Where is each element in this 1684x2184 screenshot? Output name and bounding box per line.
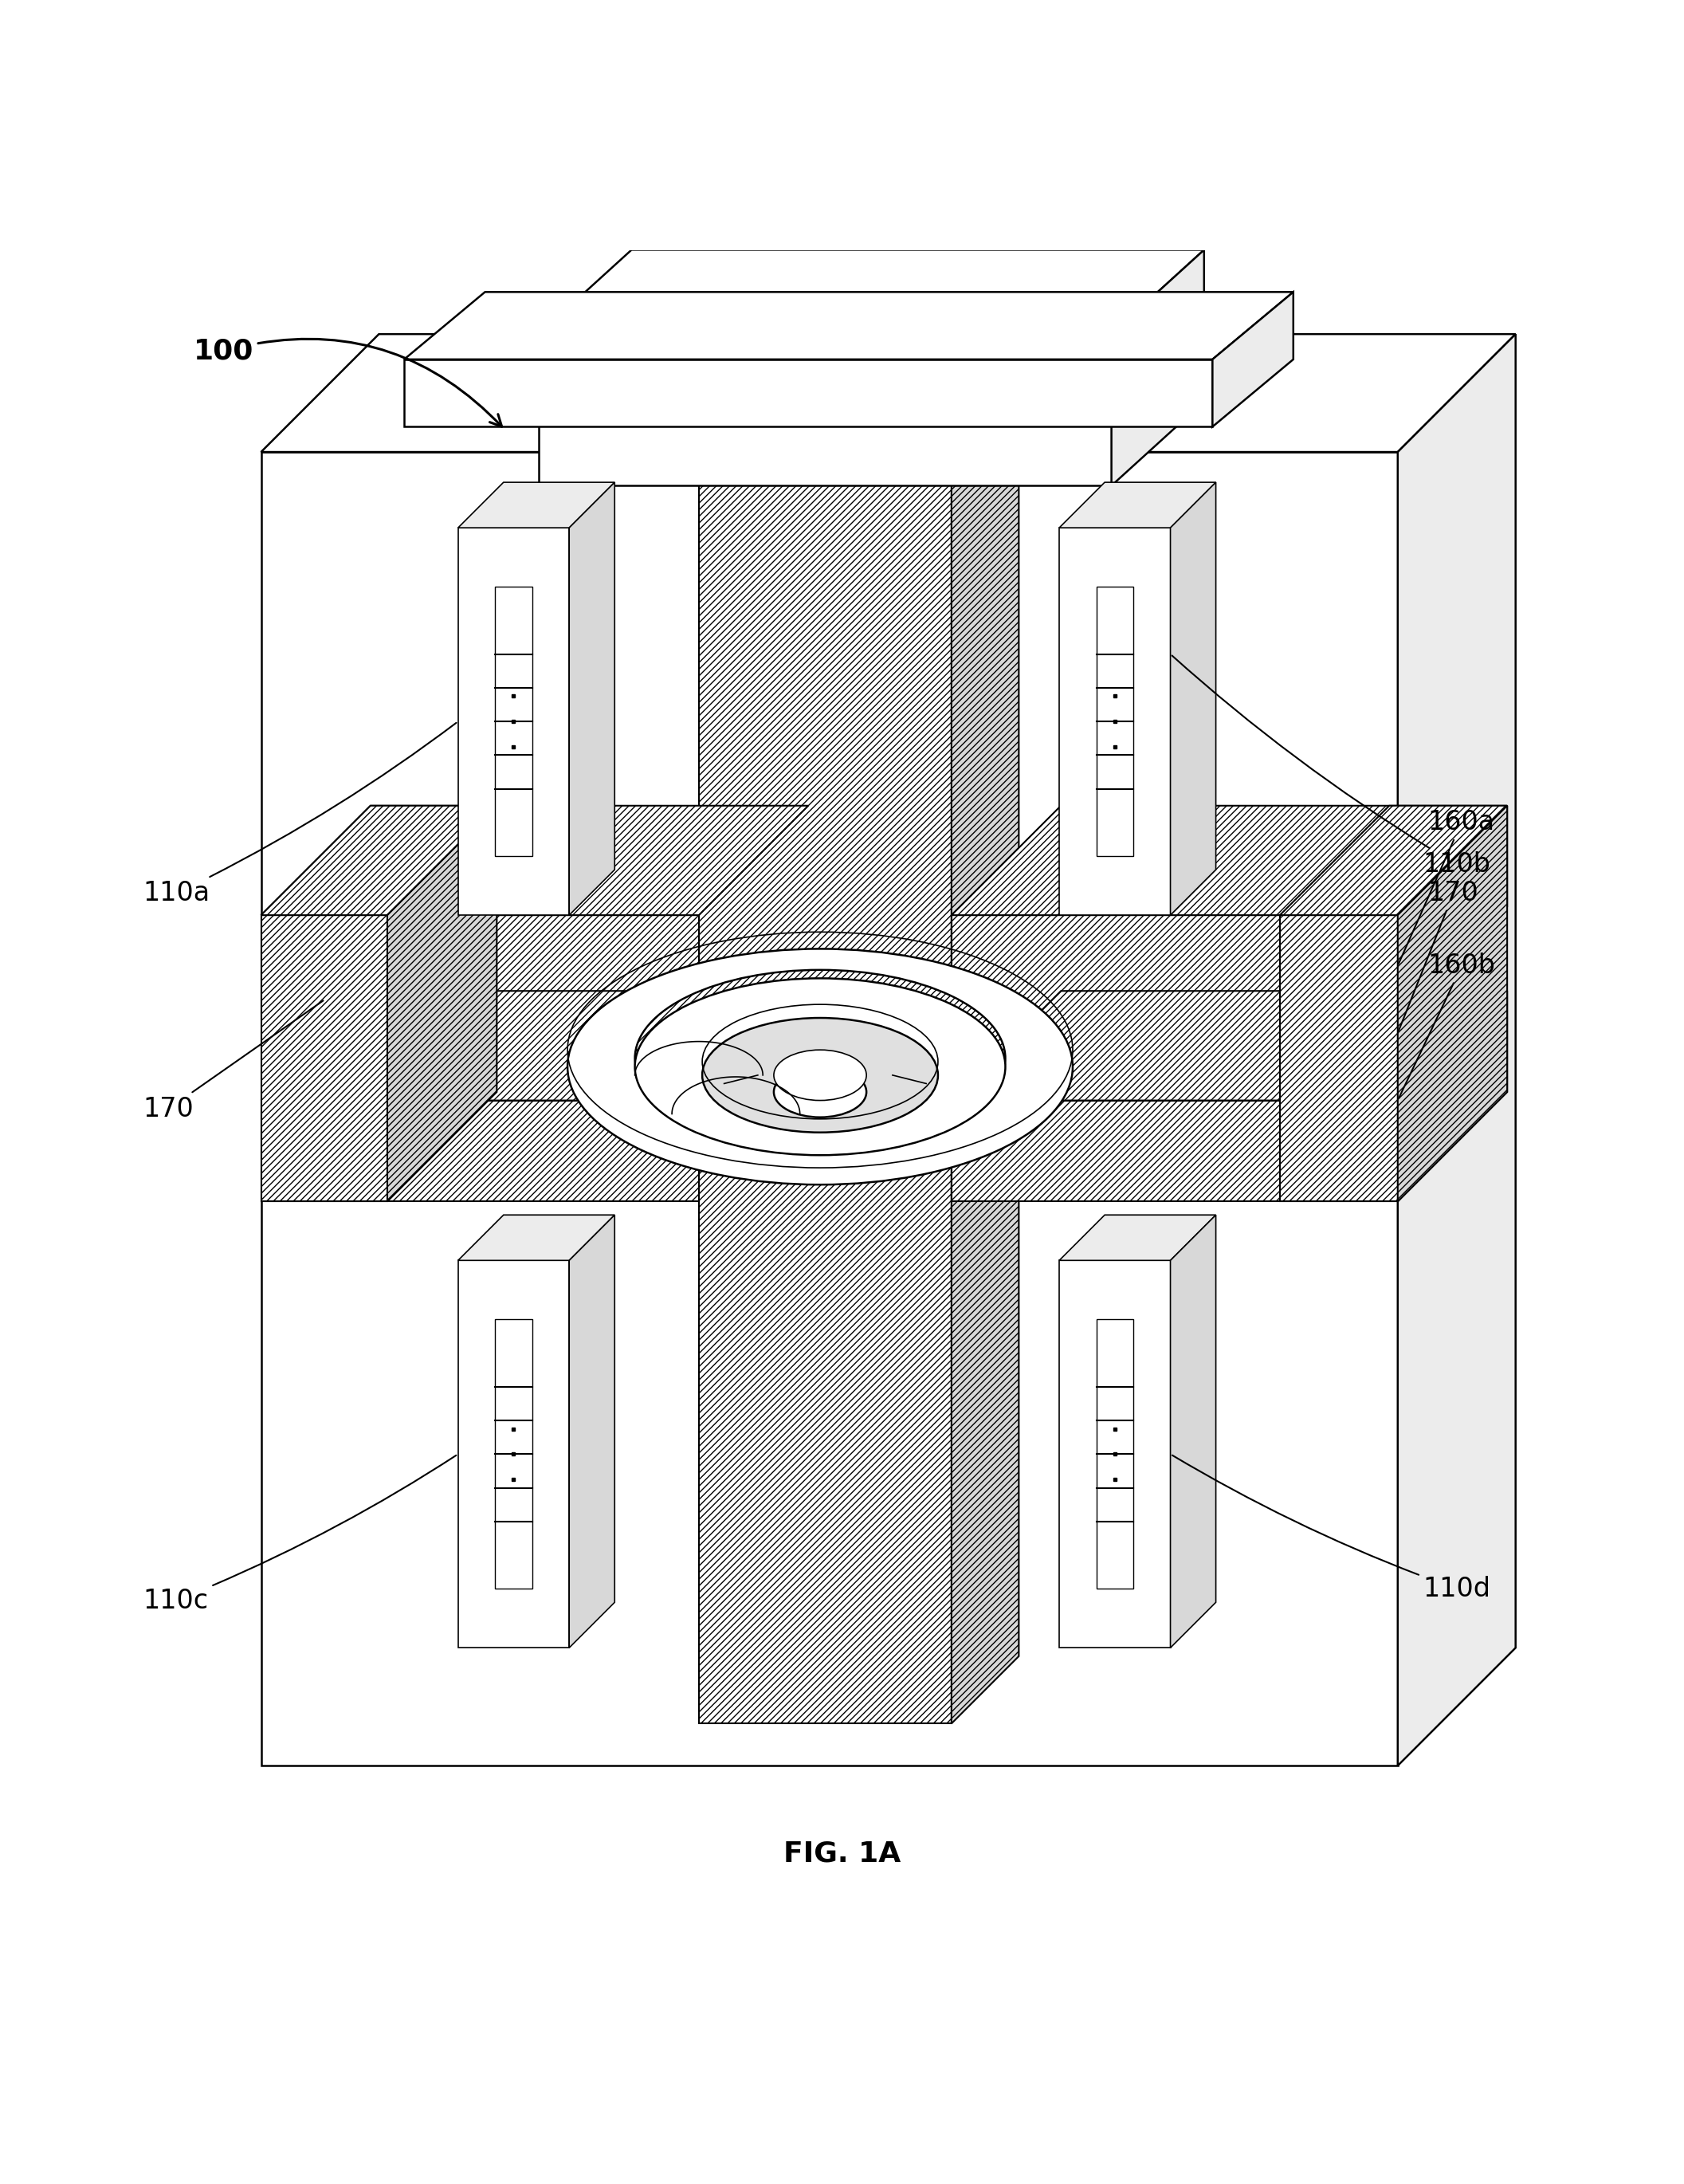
Polygon shape xyxy=(951,806,1507,915)
Text: 110c: 110c xyxy=(143,1455,456,1614)
Polygon shape xyxy=(699,461,951,1092)
Polygon shape xyxy=(539,334,1111,485)
Text: 170: 170 xyxy=(143,1000,323,1123)
Ellipse shape xyxy=(773,1051,866,1101)
Polygon shape xyxy=(951,393,1019,1092)
Text: 110b: 110b xyxy=(1172,655,1490,878)
Ellipse shape xyxy=(773,1066,866,1118)
Text: 110a: 110a xyxy=(143,723,456,906)
Polygon shape xyxy=(1280,915,1398,1201)
Polygon shape xyxy=(951,915,1398,1016)
Polygon shape xyxy=(261,1101,699,1201)
Polygon shape xyxy=(495,1319,532,1588)
Polygon shape xyxy=(261,334,1516,452)
Text: 100: 100 xyxy=(194,336,502,426)
Ellipse shape xyxy=(635,970,1005,1147)
Polygon shape xyxy=(261,915,699,1016)
Text: 160a: 160a xyxy=(1399,810,1495,963)
Polygon shape xyxy=(495,587,532,856)
Ellipse shape xyxy=(635,978,1005,1155)
Polygon shape xyxy=(1212,293,1293,426)
Polygon shape xyxy=(1096,587,1133,856)
Polygon shape xyxy=(1398,806,1507,1016)
Polygon shape xyxy=(404,360,1212,426)
Text: 170: 170 xyxy=(1398,880,1479,1031)
Ellipse shape xyxy=(702,1018,938,1133)
Polygon shape xyxy=(1096,1319,1133,1588)
Polygon shape xyxy=(261,806,497,915)
Ellipse shape xyxy=(568,948,1073,1184)
Polygon shape xyxy=(458,483,615,529)
Polygon shape xyxy=(1398,334,1516,1765)
Polygon shape xyxy=(261,915,387,1201)
Polygon shape xyxy=(1170,483,1216,915)
Text: FIG. 1A: FIG. 1A xyxy=(783,1839,901,1867)
Polygon shape xyxy=(1059,529,1170,915)
Polygon shape xyxy=(1059,483,1216,529)
Polygon shape xyxy=(1059,1260,1170,1647)
Polygon shape xyxy=(699,1042,1019,1109)
Polygon shape xyxy=(951,1042,1019,1723)
Polygon shape xyxy=(569,483,615,915)
Text: 110d: 110d xyxy=(1172,1455,1490,1603)
Polygon shape xyxy=(458,529,569,915)
Polygon shape xyxy=(458,1214,615,1260)
Text: 160b: 160b xyxy=(1399,952,1495,1099)
Polygon shape xyxy=(1398,806,1507,1201)
Polygon shape xyxy=(1111,249,1204,485)
Polygon shape xyxy=(1398,992,1507,1201)
Polygon shape xyxy=(458,1260,569,1647)
Polygon shape xyxy=(539,249,1204,334)
Polygon shape xyxy=(1170,1214,1216,1647)
Polygon shape xyxy=(261,452,1398,1765)
Polygon shape xyxy=(1280,806,1507,915)
Polygon shape xyxy=(569,1214,615,1647)
Polygon shape xyxy=(1059,1214,1216,1260)
Polygon shape xyxy=(951,1101,1398,1201)
Polygon shape xyxy=(404,293,1293,360)
Polygon shape xyxy=(951,992,1507,1101)
Polygon shape xyxy=(387,806,497,1201)
Polygon shape xyxy=(699,393,1019,461)
Polygon shape xyxy=(261,992,808,1101)
Polygon shape xyxy=(699,1109,951,1723)
Polygon shape xyxy=(261,806,808,915)
